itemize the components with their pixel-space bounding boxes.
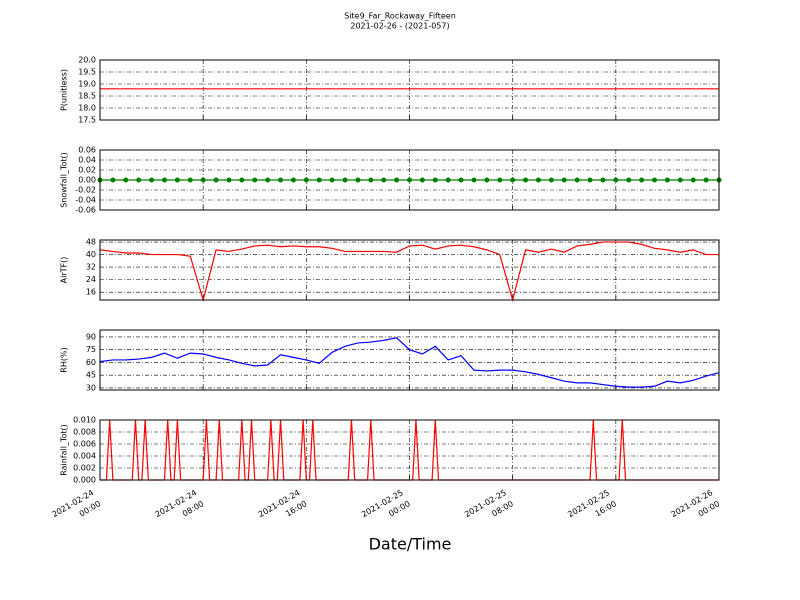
x-axis-label: Date/Time	[369, 535, 452, 554]
data-line	[99, 337, 720, 388]
data-point	[458, 177, 464, 183]
data-point	[548, 177, 554, 183]
y-tick-label: 45	[86, 371, 96, 380]
data-point	[574, 177, 580, 183]
data-point	[407, 177, 412, 183]
y-tick-label: 60	[86, 358, 96, 367]
y-tick-label: 48	[86, 238, 96, 247]
data-point	[368, 177, 374, 183]
y-tick-label: 32	[86, 263, 96, 272]
data-point	[432, 177, 438, 183]
y-tick-label: 40	[86, 250, 96, 259]
data-point	[239, 177, 245, 183]
plot-frame	[99, 419, 720, 481]
y-tick-label: 20.0	[78, 56, 96, 65]
data-point	[123, 177, 129, 183]
plot-frame	[99, 149, 720, 211]
plot-frame	[99, 329, 720, 391]
plot-frame	[99, 59, 720, 121]
y-tick-label: 0.010	[73, 416, 96, 425]
y-tick-label: 18.5	[78, 92, 96, 101]
y-tick-label: 0.008	[73, 428, 96, 437]
data-point	[613, 177, 619, 183]
plot-frame	[99, 239, 720, 301]
data-point	[381, 177, 387, 183]
data-point	[652, 177, 658, 183]
y-tick-label: -0.06	[75, 206, 96, 215]
y-tick-label: 19.0	[78, 80, 96, 89]
data-point	[110, 177, 116, 183]
data-point	[561, 177, 567, 183]
y-tick-label: -0.02	[75, 186, 96, 195]
data-point	[626, 177, 632, 183]
y-tick-label: 18.0	[78, 104, 96, 113]
data-point	[639, 177, 645, 183]
figure-subtitle: 2021-02-26 - (2021-057)	[350, 22, 449, 31]
data-point	[690, 177, 696, 183]
data-point	[149, 177, 155, 183]
data-point	[703, 177, 709, 183]
data-point	[445, 177, 451, 183]
y-tick-label: 90	[86, 332, 96, 341]
figure-title: Site9_Far_Rockaway_Fifteen	[344, 12, 456, 21]
data-point	[471, 177, 477, 183]
y-tick-label: 19.5	[78, 68, 96, 77]
y-tick-label: 0.004	[73, 452, 96, 461]
y-tick-label: 0.02	[78, 166, 96, 175]
y-axis-label: RH(%)	[60, 347, 69, 372]
data-point	[316, 177, 322, 183]
y-tick-label: 0.002	[73, 464, 96, 473]
data-point	[252, 177, 258, 183]
y-tick-label: 0.00	[78, 176, 96, 185]
y-axis-label: Snowfall_Tot()	[60, 152, 69, 208]
data-point	[394, 177, 400, 183]
y-tick-label: -0.04	[75, 196, 96, 205]
y-tick-label: 0.006	[73, 440, 96, 449]
y-tick-label: 0.06	[78, 146, 96, 155]
data-point	[677, 177, 683, 183]
y-tick-label: 24	[86, 275, 96, 284]
data-point	[226, 177, 232, 183]
data-point	[290, 177, 296, 183]
data-point	[213, 177, 219, 183]
data-point	[355, 177, 361, 183]
y-axis-label: P(unitless)	[60, 69, 69, 111]
data-point	[510, 177, 516, 183]
data-point	[535, 177, 541, 183]
data-point	[419, 177, 425, 183]
data-point	[329, 177, 335, 183]
y-tick-label: 17.5	[78, 116, 96, 125]
data-point	[136, 177, 142, 183]
data-point	[342, 177, 348, 183]
y-tick-label: 30	[86, 383, 96, 392]
data-point	[587, 177, 593, 183]
data-point	[484, 177, 490, 183]
data-point	[278, 177, 284, 183]
y-tick-label: 0.04	[78, 156, 96, 165]
data-point	[600, 177, 606, 183]
y-tick-label: 0.000	[73, 476, 96, 485]
data-point	[174, 177, 180, 183]
data-point	[497, 177, 503, 183]
data-point	[303, 177, 309, 183]
y-axis-label: AirTF()	[60, 257, 69, 284]
data-point	[200, 177, 206, 183]
data-point	[187, 177, 193, 183]
data-point	[523, 177, 529, 183]
y-axis-label: Rainfall_Tot()	[60, 424, 69, 476]
y-tick-label: 16	[86, 288, 96, 297]
data-point	[664, 177, 670, 183]
y-tick-label: 75	[86, 345, 96, 354]
data-point	[161, 177, 167, 183]
data-point	[265, 177, 271, 183]
